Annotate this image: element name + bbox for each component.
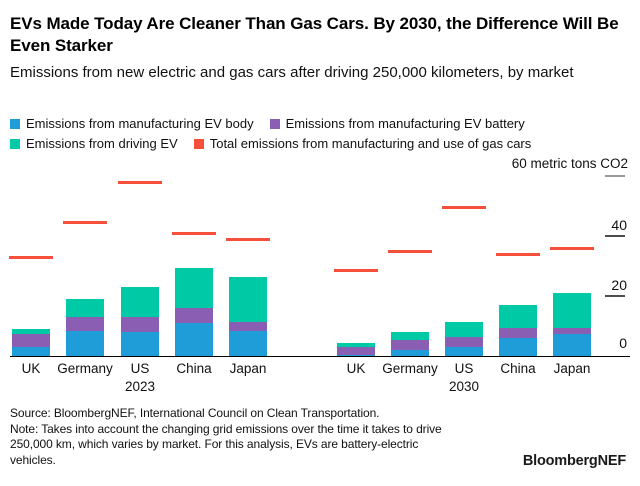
bar-2023-us: [121, 287, 159, 356]
legend-swatch-gas-icon: [193, 138, 204, 149]
segment-driving-2023-us: [121, 287, 159, 317]
segment-battery-2023-uk: [12, 333, 50, 347]
bar-2030-germany: [391, 332, 429, 356]
bar-2023-japan: [229, 276, 267, 356]
segment-battery-2023-china: [175, 308, 213, 323]
bar-2030-uk: [337, 342, 375, 356]
footer-line: Note: Takes into account the changing gr…: [10, 421, 442, 436]
segment-battery-2023-germany: [66, 317, 104, 331]
segment-body-2030-germany: [391, 350, 429, 356]
segment-battery-2030-china: [499, 327, 537, 338]
legend-label-body: Emissions from manufacturing EV body: [26, 116, 254, 131]
segment-body-2023-china: [175, 323, 213, 356]
segment-driving-2030-us: [445, 321, 483, 337]
x-label-2030-japan: Japan: [553, 361, 591, 376]
segment-battery-2023-japan: [229, 321, 267, 331]
x-label-2023-uk: UK: [21, 361, 41, 376]
x-label-2030-uk: UK: [346, 361, 366, 376]
gas-total-line-2023-uk: [9, 255, 53, 259]
segment-body-2030-japan: [553, 333, 591, 356]
gas-total-line-2030-us: [442, 206, 486, 209]
bar-2030-japan: [553, 293, 591, 356]
footer-line: Source: BloombergNEF, International Coun…: [10, 406, 380, 420]
segment-driving-2023-germany: [66, 299, 104, 317]
segment-driving-2023-japan: [229, 276, 267, 322]
legend-swatch-body-icon: [10, 118, 20, 129]
segment-body-2023-germany: [66, 330, 104, 356]
legend-swatch-driving-icon: [10, 138, 20, 149]
x-label-2023-china: China: [176, 361, 212, 376]
bloombergnef-logo: BloombergNEF: [522, 453, 626, 469]
x-label-2030-us: US: [454, 361, 474, 376]
segment-battery-2030-us: [445, 336, 483, 347]
legend-label-gas: Total emissions from manufacturing and u…: [209, 136, 532, 151]
gas-total-line-2030-japan: [550, 246, 594, 250]
legend-row-0: Emissions from manufacturing EV body Emis…: [10, 116, 632, 131]
legend-swatch-battery-icon: [269, 118, 280, 129]
legend-item-gas: Total emissions from manufacturing and u…: [193, 136, 532, 151]
segment-body-2023-uk: [12, 347, 50, 356]
segment-body-2023-us: [121, 332, 159, 356]
legend-item-driving: Emissions from driving EV: [10, 136, 178, 151]
bar-2030-us: [445, 321, 483, 356]
chart-plot: 0 20 40 UK Germany US China Japan 2023 UK Germany U…: [9, 170, 630, 394]
footer-note: Source: BloombergNEF, International Coun…: [10, 406, 510, 468]
gas-total-line-2030-china: [496, 252, 540, 256]
segment-body-2023-japan: [229, 330, 267, 356]
segment-driving-2030-uk: [337, 342, 375, 347]
x-axis-line: [10, 355, 630, 357]
y-tick-60: [605, 175, 625, 177]
segment-body-2030-uk: [337, 354, 375, 356]
bar-2023-germany: [66, 299, 104, 356]
x-label-2030-china: China: [500, 361, 536, 376]
segment-battery-2030-germany: [391, 339, 429, 350]
gas-total-line-2023-germany: [63, 221, 107, 224]
segment-battery-2030-japan: [553, 327, 591, 334]
segment-driving-2030-japan: [553, 293, 591, 328]
page-title: EVs Made Today Are Cleaner Than Gas Cars…: [10, 14, 619, 55]
bar-2030-china: [499, 305, 537, 356]
gas-total-line-2023-china: [172, 231, 216, 235]
x-label-2023-germany: Germany: [57, 361, 113, 376]
gas-total-line-2030-germany: [388, 249, 432, 253]
page-subtitle: Emissions from new electric and gas cars…: [10, 64, 574, 81]
segment-battery-2023-us: [121, 317, 159, 332]
bar-2023-china: [175, 267, 213, 356]
y-tick-label-40: 40: [611, 217, 627, 233]
legend-label-battery: Emissions from manufacturing EV battery: [285, 116, 525, 131]
y-tick-20: [605, 295, 625, 297]
x-label-2023-us: US: [130, 361, 150, 376]
bar-2023-uk: [12, 329, 50, 356]
segment-body-2030-china: [499, 338, 537, 356]
legend-item-body: Emissions from manufacturing EV body: [10, 116, 254, 131]
segment-body-2030-us: [445, 347, 483, 356]
y-tick-label-0: 0: [619, 335, 627, 351]
y-axis-unit-label: 60 metric tons CO2: [511, 156, 628, 171]
gas-total-line-2023-us: [118, 180, 162, 184]
year-label-2030: 2030: [448, 379, 480, 394]
legend-label-driving: Emissions from driving EV: [26, 136, 178, 151]
y-tick-40: [605, 235, 625, 237]
segment-driving-2030-germany: [391, 332, 429, 340]
y-tick-label-20: 20: [611, 277, 627, 293]
gas-total-line-2030-uk: [334, 269, 378, 272]
gas-total-line-2023-japan: [226, 237, 270, 241]
year-label-2023: 2023: [124, 379, 156, 394]
legend-item-battery: Emissions from manufacturing EV battery: [269, 116, 525, 131]
x-label-2023-japan: Japan: [229, 361, 267, 376]
segment-driving-2023-china: [175, 267, 213, 308]
legend-row-1: Emissions from driving EV Total emissions…: [10, 136, 632, 151]
segment-driving-2023-uk: [12, 329, 50, 334]
segment-driving-2030-china: [499, 305, 537, 328]
footer-line: 250,000 km, which varies by market. For …: [10, 437, 419, 451]
legend: Emissions from manufacturing EV body Emis…: [10, 116, 632, 151]
segment-battery-2030-uk: [337, 347, 375, 355]
footer-line: vehicles.: [10, 452, 56, 467]
x-label-2030-germany: Germany: [382, 361, 438, 376]
